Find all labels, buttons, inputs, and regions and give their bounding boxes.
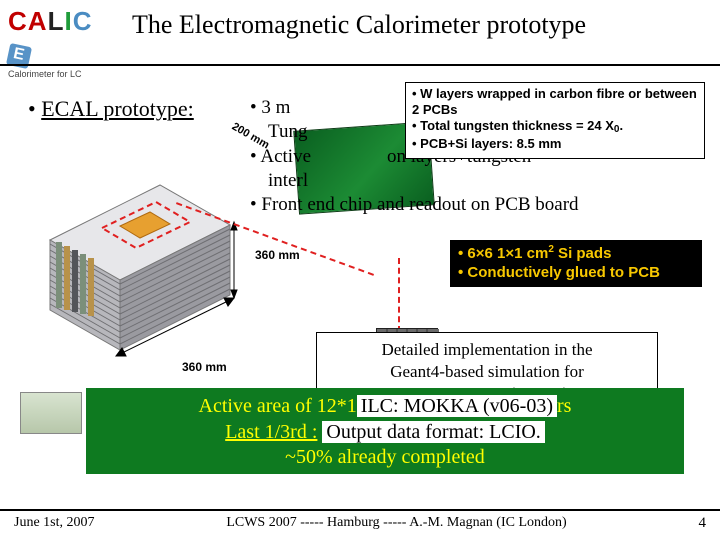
- red-dash-connector-v: [398, 258, 400, 332]
- si-pads-box: • 6×6 1×1 cm2 Si pads • Conductively glu…: [450, 240, 702, 287]
- slide-footer: June 1st, 2007 LCWS 2007 ----- Hamburg -…: [0, 509, 720, 532]
- ecal-module-drawing: [20, 130, 240, 360]
- footer-center: LCWS 2007 ----- Hamburg ----- A.-M. Magn…: [226, 515, 566, 532]
- logo-letter-a: A: [28, 6, 48, 36]
- dimension-360mm-right: 360 mm: [255, 248, 300, 262]
- logo-subtitle: Calorimeter for LC: [8, 69, 108, 79]
- calice-logo: CALICE Calorimeter for LC: [8, 6, 108, 60]
- logo-letter-l: L: [48, 6, 65, 36]
- page-number: 4: [699, 515, 707, 532]
- logo-letter-i: I: [64, 6, 72, 36]
- status-box: Active area of 12*1ILC: MOKKA (v06-03)rs…: [86, 388, 684, 474]
- title-rule: [0, 64, 720, 66]
- ecal-prototype-heading: • ECAL prototype:: [28, 96, 194, 122]
- logo-letter-c1: C: [8, 6, 28, 36]
- footer-date: June 1st, 2007: [14, 515, 95, 532]
- logo-letter-c2: C: [73, 6, 93, 36]
- slide-title: The Electromagnetic Calorimeter prototyp…: [132, 10, 586, 40]
- readout-board-photo: [20, 392, 82, 434]
- layer-details-box: • W layers wrapped in carbon fibre or be…: [405, 82, 705, 159]
- dimension-360mm-bottom: 360 mm: [182, 360, 227, 374]
